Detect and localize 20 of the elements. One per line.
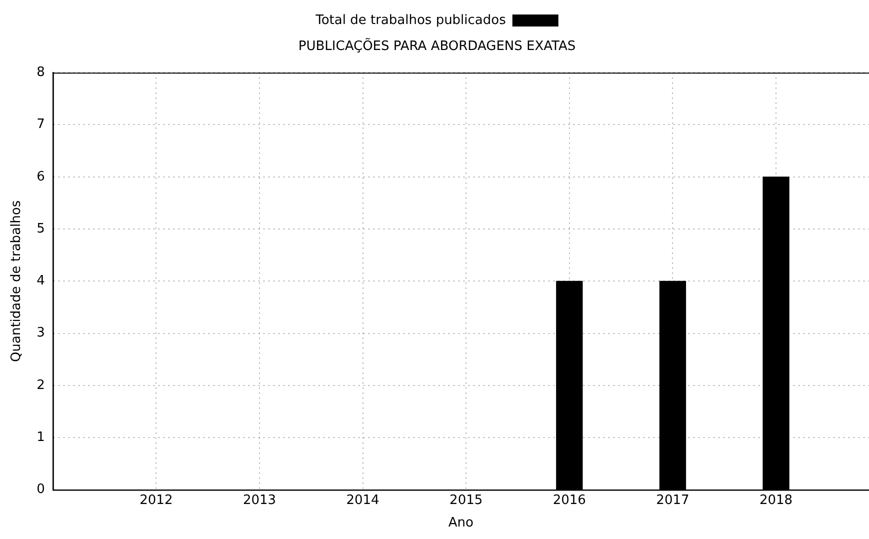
x-tick-label: 2014 <box>346 492 380 508</box>
y-tick-label: 0 <box>36 482 45 498</box>
y-tick-label: 6 <box>36 169 45 184</box>
y-tick-label: 3 <box>36 326 45 341</box>
y-tick-label: 8 <box>36 64 45 80</box>
x-tick-label: 2015 <box>450 492 483 508</box>
x-tick-label: 2012 <box>140 492 173 508</box>
chart-title: PUBLICAÇÕES PARA ABORDAGENS EXATAS <box>298 38 576 54</box>
y-tick-label: 2 <box>36 378 45 393</box>
legend-label: Total de trabalhos publicados <box>314 12 506 28</box>
y-tick-label: 5 <box>36 221 45 236</box>
y-tick-label: 7 <box>36 117 45 132</box>
y-tick-label: 1 <box>36 430 45 446</box>
x-tick-label: 2013 <box>242 492 276 508</box>
x-tick-label: 2017 <box>656 492 690 508</box>
y-tick-label: 4 <box>36 274 45 289</box>
x-tick-label: 2016 <box>552 492 586 508</box>
x-tick-label: 2018 <box>759 492 793 508</box>
y-axis-title: Quantidade de trabalhos <box>9 200 24 362</box>
x-axis-title: Ano <box>448 516 474 531</box>
